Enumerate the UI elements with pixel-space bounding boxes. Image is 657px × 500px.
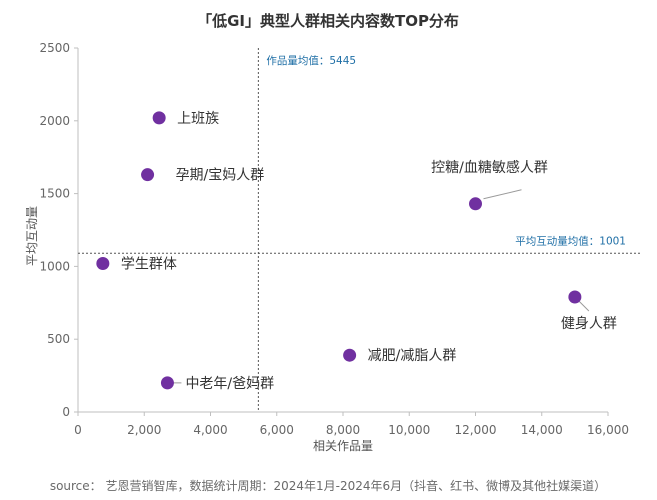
data-point (96, 256, 110, 270)
data-point (469, 197, 482, 211)
data-point-label: 控糖/血糖敏感人群 (431, 159, 548, 176)
y-mean-label: 平均互动量均值：1001 (515, 234, 626, 247)
x-mean-label: 作品量均值：5445 (266, 54, 356, 67)
data-point-label: 中老年/爸妈群 (185, 376, 274, 392)
x-tick-label: 10,000 (388, 423, 430, 437)
data-point (568, 290, 582, 304)
data-point-label: 孕期/宝妈人群 (176, 168, 265, 184)
y-tick-label: 0 (62, 405, 70, 419)
data-point-label: 健身人群 (561, 316, 617, 332)
y-axis-label: 平均互动量 (25, 206, 39, 266)
y-tick-label: 2000 (39, 114, 70, 128)
data-point (152, 111, 166, 125)
source-note: source： 艺恩营销智库，数据统计周期：2024年1月-2024年6月（抖音… (50, 478, 606, 493)
x-tick-label: 8,000 (326, 423, 360, 437)
data-point-label: 减肥/减脂人群 (368, 348, 457, 364)
y-tick-label: 2500 (39, 41, 70, 55)
point-leader-line (483, 189, 522, 200)
x-tick-label: 16,000 (587, 423, 629, 437)
plot-area: 0 500 1000 1500 2000 2500 0 2,000 4,000 6,000 8,00… (39, 41, 640, 437)
y-tick-label: 1500 (39, 187, 70, 201)
data-point (343, 348, 357, 362)
y-tick-label: 1000 (39, 259, 70, 273)
data-point (141, 168, 155, 182)
x-tick-label: 0 (74, 423, 82, 437)
x-tick-label: 4,000 (193, 423, 227, 437)
x-tick-label: 14,000 (521, 423, 563, 437)
x-tick-label: 12,000 (455, 423, 497, 437)
x-tick-label: 6,000 (260, 423, 294, 437)
data-point-label: 上班族 (177, 111, 219, 127)
data-point-label: 学生群体 (121, 256, 177, 272)
x-tick-label: 2,000 (127, 423, 161, 437)
data-point (160, 376, 174, 390)
chart-title: 「低GI」典型人群相关内容数TOP分布 (197, 12, 459, 30)
point-leader-line (578, 300, 590, 312)
y-tick-label: 500 (47, 332, 70, 346)
x-axis-label: 相关作品量 (313, 439, 373, 453)
